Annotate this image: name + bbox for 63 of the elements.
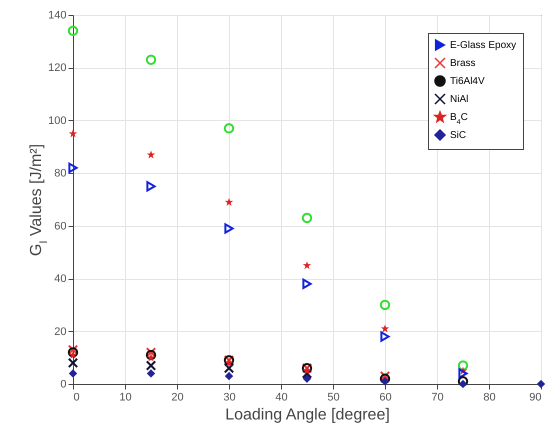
point <box>146 347 156 358</box>
x-tick-label: 70 <box>431 392 444 404</box>
y-tick-label: 100 <box>48 114 66 127</box>
point <box>302 261 312 270</box>
y-tick-label: 60 <box>54 220 66 232</box>
x-tick-label: 80 <box>483 392 496 404</box>
point <box>380 374 390 384</box>
legend-label: NiAl <box>450 94 468 105</box>
legend-label: Brass <box>450 58 476 69</box>
point <box>146 369 156 378</box>
point <box>68 350 78 359</box>
x-tick-label: 10 <box>119 392 132 404</box>
x-tick-label: 40 <box>275 392 288 404</box>
point <box>458 360 468 371</box>
y-tick-label: 0 <box>60 378 66 390</box>
point <box>68 347 78 358</box>
point <box>224 372 234 380</box>
legend-label: SiC <box>450 130 466 141</box>
y-tick-label: 120 <box>48 62 66 74</box>
point <box>302 368 312 379</box>
point <box>302 374 312 383</box>
point <box>68 369 78 378</box>
legend-label: B$_{4}$C <box>450 112 468 126</box>
x-tick-label: 60 <box>379 392 392 404</box>
point <box>458 380 468 388</box>
x-tick-label: 90 <box>529 392 542 404</box>
point <box>146 54 156 65</box>
point <box>68 129 78 138</box>
y-tick-label: 20 <box>54 326 66 338</box>
point <box>302 366 312 375</box>
y-tick-label: 80 <box>54 168 66 180</box>
x-tick-label: 0 <box>74 392 80 404</box>
x-tick-label: 50 <box>327 392 340 404</box>
point <box>224 198 234 206</box>
y-tick-label: 40 <box>54 273 66 286</box>
point <box>224 223 234 234</box>
point <box>302 212 312 224</box>
point <box>302 278 312 290</box>
point <box>380 324 390 332</box>
x-tick-label: 20 <box>171 392 184 404</box>
x-tick-label: 30 <box>223 392 236 404</box>
point <box>146 150 156 158</box>
x-axis-title: Loading Angle [degree] <box>225 406 390 424</box>
point <box>68 26 78 36</box>
point <box>146 350 156 360</box>
point <box>380 370 390 382</box>
point <box>380 300 390 310</box>
point <box>146 360 156 371</box>
point <box>224 123 234 134</box>
point <box>146 353 156 362</box>
point <box>68 162 78 174</box>
point <box>224 358 234 367</box>
legend-label: Ti6Al4V <box>450 76 485 87</box>
point <box>146 181 156 192</box>
y-tick-label: 140 <box>48 10 66 22</box>
point <box>380 377 390 386</box>
point <box>68 358 78 368</box>
legend-label: E-Glass Epoxy <box>450 40 516 51</box>
point <box>458 376 468 387</box>
point <box>380 331 390 342</box>
point <box>224 363 234 374</box>
point <box>458 368 468 379</box>
point <box>68 344 78 355</box>
